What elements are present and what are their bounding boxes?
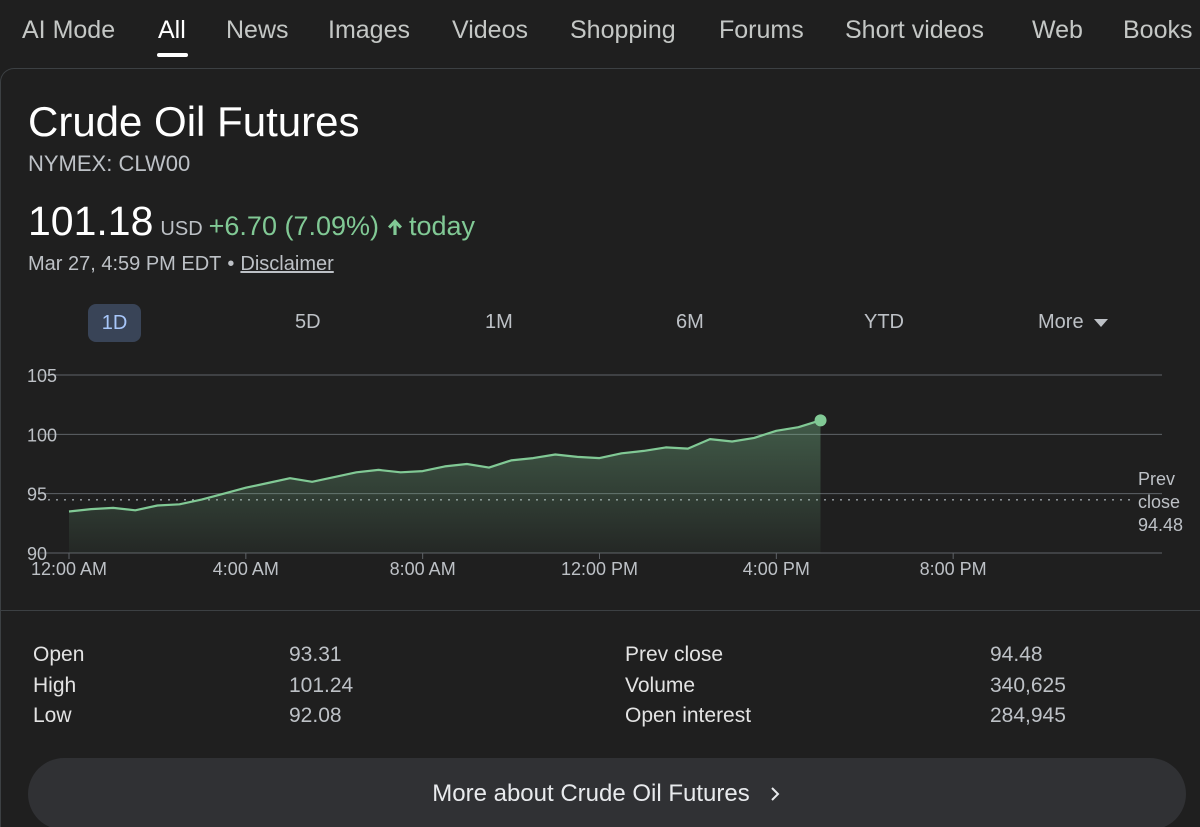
- stat-label-volume: Volume: [625, 674, 696, 697]
- prev-close-label: close: [1138, 492, 1180, 512]
- tab-videos[interactable]: Videos: [452, 16, 528, 44]
- range-ytd[interactable]: YTD: [864, 311, 904, 333]
- price-line: [68, 419, 821, 513]
- tab-news[interactable]: News: [226, 16, 289, 44]
- finance-card: [0, 68, 1200, 827]
- search-tabs: AI Mode All News Images Videos Shopping …: [0, 0, 1200, 62]
- section-divider: [0, 610, 1200, 611]
- tab-short-videos[interactable]: Short videos: [845, 16, 984, 44]
- quote-timestamp-row: Mar 27, 4:59 PM EDT • Disclaimer: [28, 253, 334, 276]
- stat-value-low: 92.08: [289, 704, 342, 727]
- y-tick-label: 90: [27, 544, 47, 564]
- x-tick-label: 12:00 AM: [31, 559, 107, 579]
- instrument-title: Crude Oil Futures: [28, 98, 360, 145]
- stat-value-open-interest: 284,945: [990, 704, 1066, 727]
- price-change: +6.70 (7.09%): [208, 211, 379, 241]
- range-1m[interactable]: 1M: [485, 311, 513, 333]
- prev-close-label: 94.48: [1138, 515, 1183, 535]
- last-price-dot: [814, 414, 827, 427]
- tab-shopping[interactable]: Shopping: [570, 16, 676, 44]
- stat-value-high: 101.24: [289, 674, 354, 697]
- price-chart[interactable]: 90 95 100 105 12:00 AM 4:00 AM 8:00 AM 12:00 PM…: [0, 360, 1200, 592]
- active-tab-indicator: [157, 53, 188, 57]
- y-tick-label: 105: [27, 366, 57, 386]
- stat-label-open: Open: [33, 643, 85, 666]
- more-about-button[interactable]: More about Crude Oil Futures: [28, 758, 1186, 827]
- change-period: today: [409, 211, 476, 241]
- y-tick-label: 100: [27, 425, 57, 445]
- stat-value-prev-close: 94.48: [990, 643, 1043, 666]
- more-about-label: More about Crude Oil Futures: [432, 780, 750, 807]
- prev-close-label: Prev: [1138, 469, 1175, 489]
- instrument-ticker: NYMEX: CLW00: [28, 151, 191, 176]
- separator-dot: •: [227, 253, 235, 275]
- x-tick-label: 8:00 AM: [390, 559, 456, 579]
- stat-value-open: 93.31: [289, 643, 342, 666]
- tab-web[interactable]: Web: [1032, 16, 1083, 44]
- arrow-up-icon: [387, 218, 403, 236]
- tab-forums[interactable]: Forums: [719, 16, 804, 44]
- caret-down-icon: [1093, 318, 1108, 327]
- stat-label-open-interest: Open interest: [625, 704, 752, 727]
- tab-images[interactable]: Images: [328, 16, 410, 44]
- range-more-label: More: [1038, 311, 1084, 333]
- disclaimer-link[interactable]: Disclaimer: [240, 253, 334, 275]
- stat-label-prev-close: Prev close: [625, 643, 724, 666]
- range-more-dropdown[interactable]: More: [1038, 311, 1108, 334]
- current-price: 101.18: [28, 198, 154, 244]
- x-tick-label: 4:00 AM: [213, 559, 279, 579]
- price-area-fill: [69, 420, 821, 553]
- stat-value-volume: 340,625: [990, 674, 1066, 697]
- stat-label-high: High: [33, 674, 77, 697]
- tab-ai-mode[interactable]: AI Mode: [22, 16, 116, 44]
- range-6m[interactable]: 6M: [676, 311, 704, 333]
- quote-timestamp: Mar 27, 4:59 PM EDT: [28, 253, 222, 275]
- range-1d[interactable]: 1D: [88, 304, 141, 342]
- x-tick-label: 4:00 PM: [743, 559, 810, 579]
- chevron-right-icon: [771, 787, 780, 801]
- tab-books[interactable]: Books: [1123, 16, 1193, 44]
- tab-all[interactable]: All: [158, 16, 186, 44]
- y-tick-label: 95: [27, 485, 47, 505]
- range-5d[interactable]: 5D: [295, 311, 321, 333]
- stat-label-low: Low: [33, 704, 72, 727]
- x-tick-label: 8:00 PM: [920, 559, 987, 579]
- price-row: 101.18 USD +6.70 (7.09%) today: [28, 198, 475, 244]
- x-tick-label: 12:00 PM: [561, 559, 638, 579]
- currency-label: USD: [160, 218, 203, 240]
